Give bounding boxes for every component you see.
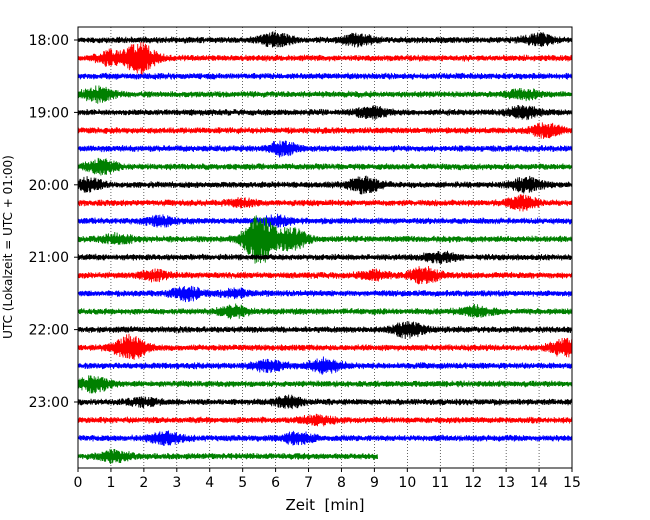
x-tick-label: 15 xyxy=(563,475,581,491)
y-axis-label: UTC (Lokalzeit = UTC + 01:00) xyxy=(1,155,15,339)
seismic-trace xyxy=(77,303,573,320)
seismic-trace xyxy=(77,430,573,446)
seismic-trace xyxy=(77,157,573,176)
seismic-trace xyxy=(77,213,573,228)
x-tick-label: 11 xyxy=(431,475,449,491)
y-tick-label: 22:00 xyxy=(29,323,69,339)
y-tick-label: 18:00 xyxy=(29,33,69,49)
seismic-trace xyxy=(77,333,573,360)
seismic-trace xyxy=(77,42,573,76)
x-axis-label: Zeit [min] xyxy=(285,496,364,514)
y-tick-label: 19:00 xyxy=(29,105,69,121)
seismic-trace xyxy=(77,215,573,264)
seismic-trace xyxy=(77,194,573,212)
x-tick-label: 7 xyxy=(304,475,313,491)
x-tick-label: 8 xyxy=(337,475,346,491)
y-tick-label: 20:00 xyxy=(29,178,69,194)
seismic-trace xyxy=(77,250,573,264)
seismic-trace xyxy=(77,285,573,303)
seismic-trace xyxy=(77,72,573,80)
x-tick-label: 1 xyxy=(106,475,115,491)
x-tick-label: 0 xyxy=(74,475,83,491)
y-tick-label: 21:00 xyxy=(29,250,69,266)
seismic-trace xyxy=(77,356,573,375)
seismic-traces xyxy=(77,31,573,464)
x-tick-label: 14 xyxy=(530,475,548,491)
seismic-trace xyxy=(77,140,573,158)
x-tick-label: 5 xyxy=(238,475,247,491)
y-tick-label: 23:00 xyxy=(29,395,69,411)
x-tick-label: 12 xyxy=(464,475,482,491)
x-tick-label: 3 xyxy=(172,475,181,491)
x-tick-label: 6 xyxy=(271,475,280,491)
seismic-trace xyxy=(77,104,573,121)
x-tick-label: 4 xyxy=(205,475,214,491)
seismic-trace xyxy=(77,31,573,48)
seismic-trace xyxy=(77,122,573,139)
plot-frame xyxy=(77,26,573,469)
seismic-trace xyxy=(77,175,573,195)
seismic-trace xyxy=(77,321,573,339)
seismic-trace xyxy=(77,375,573,394)
plot-background xyxy=(78,27,572,468)
x-axis-ticks: 0 1 2 3 4 5 6 7 8 9 10 11 12 13 14 15 xyxy=(74,468,581,491)
seismic-trace xyxy=(77,85,573,104)
seismic-trace xyxy=(77,394,573,410)
y-axis-ticks: 18:00 19:00 20:00 21:00 22:00 23:00 xyxy=(29,33,78,411)
seismic-trace xyxy=(77,266,573,285)
x-tick-label: 2 xyxy=(139,475,148,491)
x-tick-label: 10 xyxy=(398,475,416,491)
x-tick-label: 13 xyxy=(497,475,515,491)
seismic-trace xyxy=(77,413,573,427)
seismic-trace xyxy=(77,448,379,464)
x-tick-label: 9 xyxy=(370,475,379,491)
